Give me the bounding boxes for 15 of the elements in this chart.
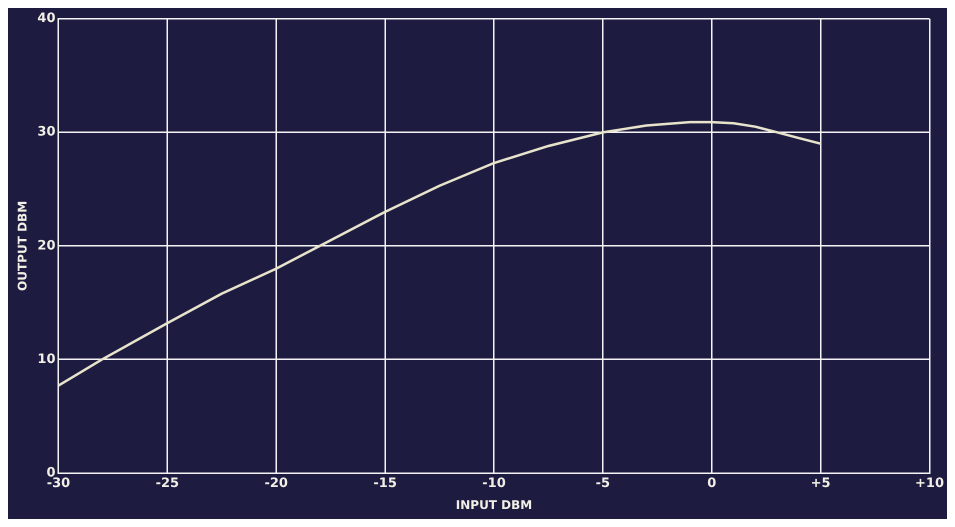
x-tick-label: 0	[707, 476, 716, 492]
x-axis-title: INPUT DBM	[456, 498, 532, 512]
y-tick-label: 30	[37, 124, 56, 140]
x-tick-label: -25	[156, 476, 180, 492]
y-tick-label: 40	[37, 11, 56, 26]
x-tick-label: -10	[482, 476, 506, 492]
x-tick-label: -15	[373, 476, 397, 492]
x-tick-label: -30	[46, 476, 70, 492]
x-tick-label: -5	[596, 476, 610, 492]
x-tick-label: +10	[915, 476, 944, 492]
y-axis-title: OUTPUT DBM	[15, 200, 30, 291]
x-tick-label: -20	[264, 476, 288, 492]
x-tick-label: +5	[810, 476, 831, 492]
y-tick-label: 10	[37, 352, 56, 367]
y-tick-label: 20	[37, 238, 56, 254]
